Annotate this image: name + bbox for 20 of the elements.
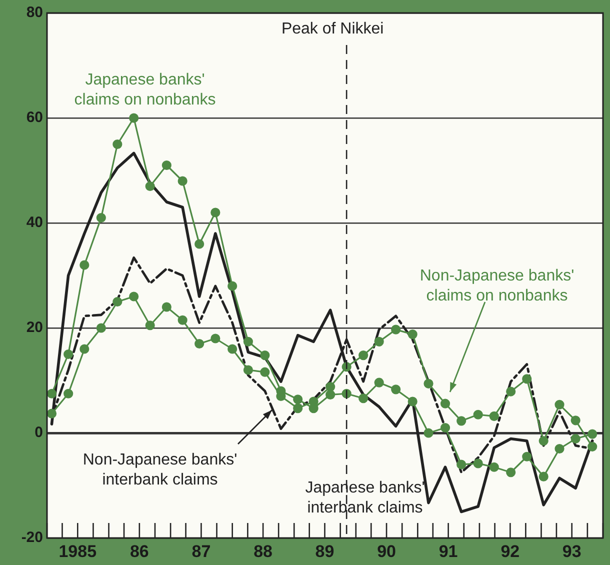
y-tick-label: 20	[26, 319, 43, 336]
series-label: Non-Japanese banks' claims on nonbanks	[420, 267, 574, 304]
y-tick-label: -20	[21, 529, 43, 546]
x-tick-label: 90	[377, 542, 396, 561]
y-tick-label: 80	[26, 4, 43, 22]
x-tick-label: 86	[130, 542, 149, 561]
x-tick-label: 93	[562, 542, 582, 561]
x-tick-label: 91	[438, 542, 458, 561]
x-tick-label: 89	[315, 542, 334, 561]
ref-line-label: Peak of Nikkei	[281, 20, 384, 38]
y-tick-label: 0	[34, 424, 43, 442]
x-tick-label: 87	[192, 542, 211, 561]
x-tick-label: 92	[500, 542, 520, 561]
series-label: Japanese banks' interbank claims	[305, 479, 425, 516]
series-label: Japanese banks' claims on nonbanks	[74, 71, 216, 108]
x-tick-label: 1985	[58, 542, 97, 561]
x-tick-label: 88	[254, 542, 273, 561]
text: Non-Japanese banks' interbank claims	[82, 451, 238, 488]
y-tick-label: 60	[26, 109, 43, 126]
y-tick-label: 40	[26, 214, 43, 232]
